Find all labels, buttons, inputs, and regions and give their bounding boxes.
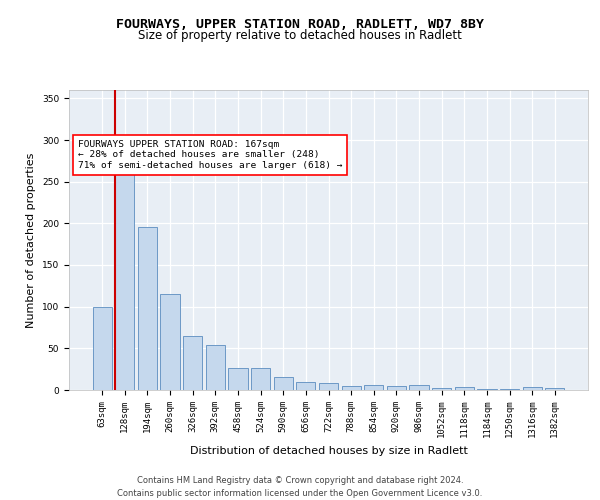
Bar xyxy=(364,385,383,390)
Bar xyxy=(183,336,202,390)
Y-axis label: Number of detached properties: Number of detached properties xyxy=(26,152,37,328)
Text: Contains HM Land Registry data © Crown copyright and database right 2024.
Contai: Contains HM Land Registry data © Crown c… xyxy=(118,476,482,498)
Bar xyxy=(229,368,248,390)
Bar xyxy=(387,386,406,390)
Bar xyxy=(160,294,180,390)
Bar xyxy=(138,226,157,390)
Bar xyxy=(500,389,519,390)
Text: FOURWAYS UPPER STATION ROAD: 167sqm
← 28% of detached houses are smaller (248)
7: FOURWAYS UPPER STATION ROAD: 167sqm ← 28… xyxy=(78,140,343,170)
Bar xyxy=(274,376,293,390)
Bar xyxy=(251,368,270,390)
Bar xyxy=(319,382,338,390)
X-axis label: Distribution of detached houses by size in Radlett: Distribution of detached houses by size … xyxy=(190,446,467,456)
Bar xyxy=(545,388,565,390)
Bar xyxy=(455,386,474,390)
Bar xyxy=(92,306,112,390)
Text: FOURWAYS, UPPER STATION ROAD, RADLETT, WD7 8BY: FOURWAYS, UPPER STATION ROAD, RADLETT, W… xyxy=(116,18,484,30)
Bar xyxy=(206,345,225,390)
Bar xyxy=(409,385,428,390)
Bar xyxy=(432,388,451,390)
Bar xyxy=(341,386,361,390)
Text: Size of property relative to detached houses in Radlett: Size of property relative to detached ho… xyxy=(138,29,462,42)
Bar xyxy=(115,165,134,390)
Bar xyxy=(477,389,497,390)
Bar xyxy=(523,386,542,390)
Bar xyxy=(296,382,316,390)
